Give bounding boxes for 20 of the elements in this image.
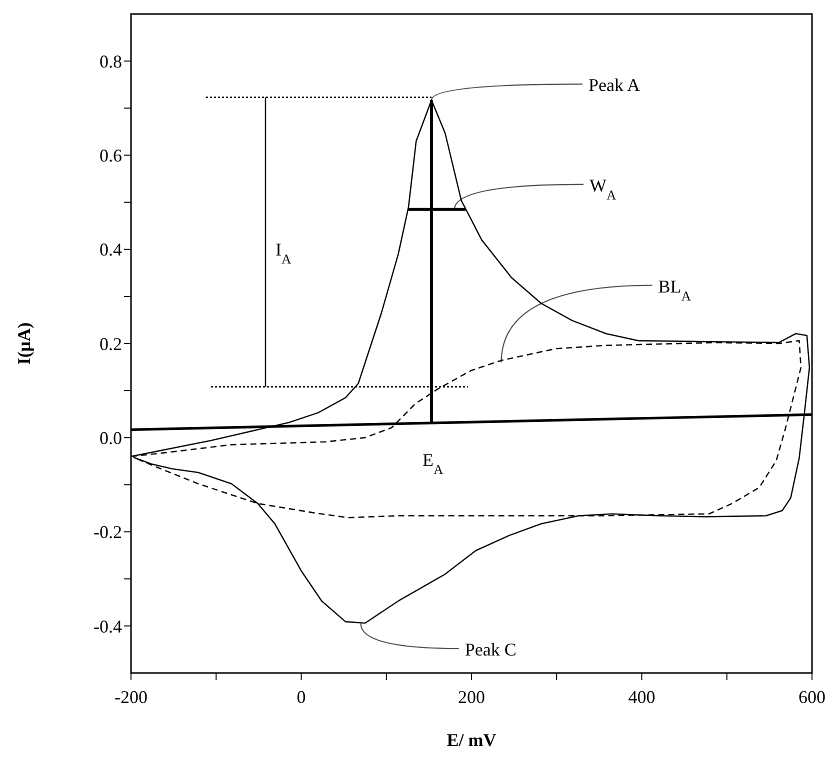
y-tick-label: 0.4 [100, 240, 122, 260]
x-tick-label: 200 [458, 686, 485, 707]
annotation: I$_{A}$ [275, 240, 292, 266]
y-tick-label: -0.4 [94, 616, 122, 636]
annotation: W$_{A}$ [589, 175, 616, 202]
x-axis-title: E/ mV [446, 730, 496, 750]
y-tick-label: 0.0 [100, 428, 122, 448]
x-tick-label: 400 [628, 686, 656, 707]
y-tick-label: 0.6 [100, 146, 122, 166]
y-tick-label: 0.2 [100, 334, 122, 354]
annotation: BL$_{A}$ [658, 276, 692, 303]
y-tick-label: 0.8 [100, 51, 122, 72]
x-tick-label: -200 [114, 686, 148, 707]
annotation: Peak C [464, 640, 516, 660]
annotation: E$_{A}$ [422, 450, 444, 477]
annotation: Peak A [588, 75, 640, 96]
y-axis-title: I(µA) [14, 322, 34, 365]
y-tick-label: -0.2 [94, 522, 122, 542]
x-tick-label: 600 [798, 686, 826, 707]
x-tick-label: 0 [296, 686, 306, 707]
